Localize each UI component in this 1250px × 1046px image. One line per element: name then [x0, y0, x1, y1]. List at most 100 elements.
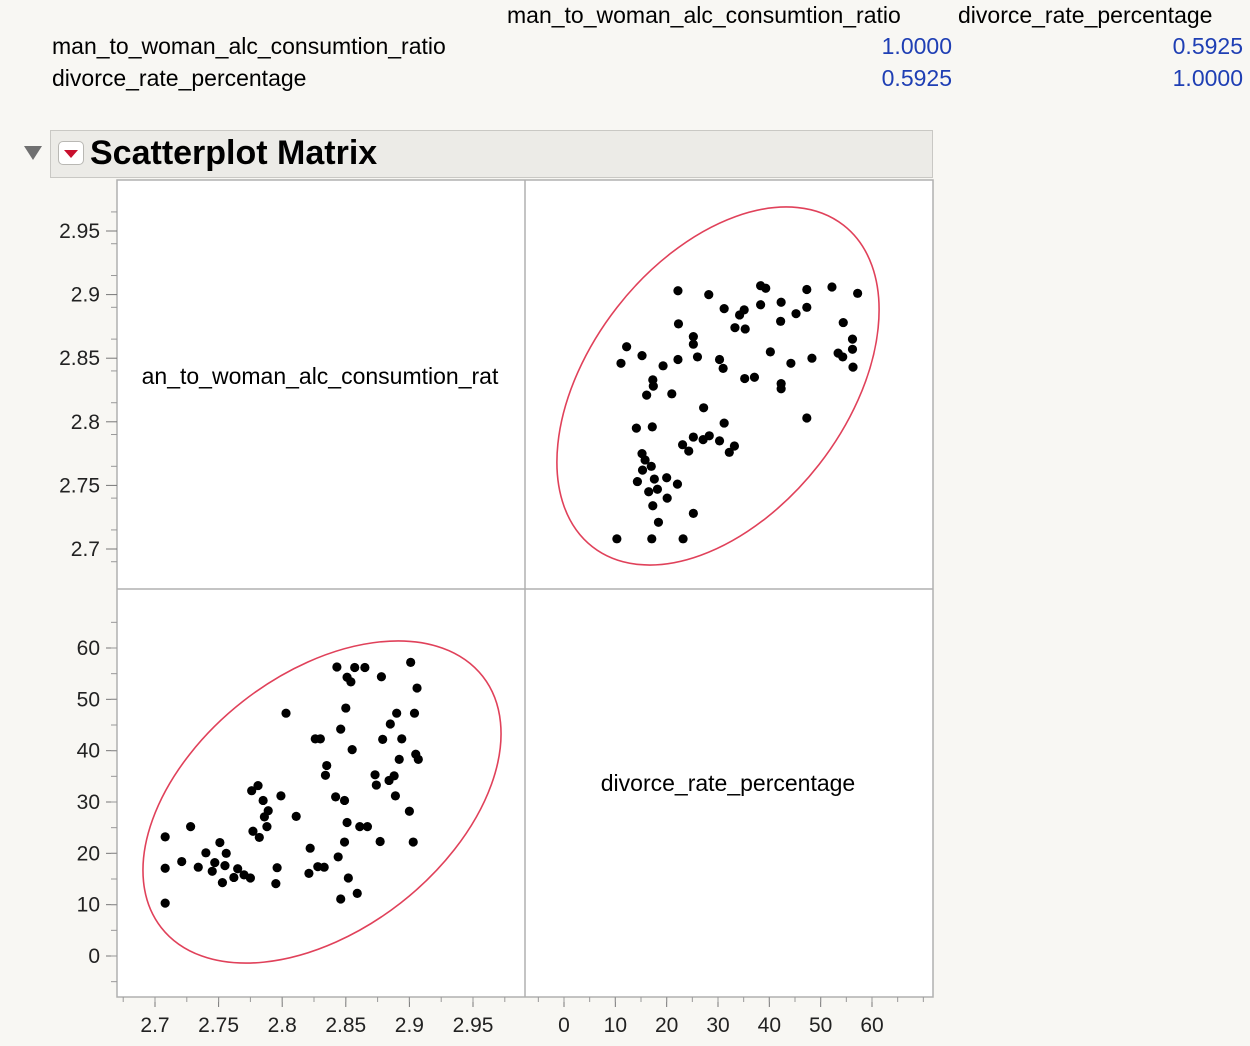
scatter-point-ratio-vs-divorce	[215, 837, 225, 848]
scatter-point-ratio-vs-divorce	[370, 770, 380, 780]
diagonal-labels: an_to_woman_alc_consumtion_rat divorce_r…	[142, 363, 856, 796]
scatter-point-divorce-vs-ratio	[848, 362, 858, 372]
scatter-point-divorce-vs-ratio	[653, 517, 664, 527]
scatter-point-ratio-vs-divorce	[160, 832, 170, 842]
scatter-point-ratio-vs-divorce	[355, 822, 365, 832]
scatter-point-ratio-vs-divorce	[253, 780, 263, 791]
x-tick-label-divorce: 30	[706, 1014, 729, 1037]
scatter-point-divorce-vs-ratio	[776, 297, 786, 307]
red-triangle-menu-button[interactable]	[58, 141, 84, 165]
scatter-point-ratio-vs-divorce	[229, 872, 239, 883]
scatter-point-ratio-vs-divorce	[342, 817, 352, 828]
y-tick-label-ratio: 2.7	[71, 538, 100, 561]
y-tick-label-divorce: 50	[77, 688, 100, 711]
scatter-point-ratio-vs-divorce	[392, 708, 402, 718]
diagonal-label-divorce: divorce_rate_percentage	[601, 770, 855, 796]
scatter-point-ratio-vs-divorce	[210, 857, 220, 868]
scatter-point-divorce-vs-ratio	[647, 534, 657, 544]
scatter-point-ratio-vs-divorce	[276, 791, 286, 801]
scatter-point-divorce-vs-ratio	[791, 309, 801, 319]
scatter-point-divorce-vs-ratio	[765, 347, 775, 357]
scatter-point-ratio-vs-divorce	[248, 826, 258, 836]
scatter-point-divorce-vs-ratio	[688, 432, 698, 442]
scatter-point-ratio-vs-divorce	[378, 734, 388, 744]
corr-col-header-1: man_to_woman_alc_consumtion_ratio	[507, 2, 901, 28]
scatter-point-ratio-vs-divorce	[322, 760, 332, 771]
scatter-point-ratio-vs-divorce	[304, 868, 314, 878]
scatter-point-ratio-vs-divorce	[375, 836, 385, 847]
scatter-point-ratio-vs-divorce	[262, 822, 272, 832]
scatter-point-divorce-vs-ratio	[719, 418, 729, 428]
scatter-point-ratio-vs-divorce	[362, 822, 373, 832]
scatter-point-ratio-vs-divorce	[160, 863, 170, 873]
scatter-point-divorce-vs-ratio	[756, 281, 766, 291]
scatter-point-divorce-vs-ratio	[631, 423, 641, 433]
correlation-table: man_to_woman_alc_consumtion_ratio divorc…	[0, 0, 1250, 100]
x-tick-label-divorce: 40	[758, 1014, 781, 1037]
scatter-point-ratio-vs-divorce	[371, 780, 381, 790]
disclosure-triangle-icon[interactable]	[24, 146, 42, 160]
scatter-point-ratio-vs-divorce	[352, 888, 362, 898]
scatter-point-divorce-vs-ratio	[853, 288, 863, 298]
scatter-point-divorce-vs-ratio	[678, 534, 688, 544]
x-tick-label-ratio: 2.8	[268, 1014, 297, 1037]
scatter-point-ratio-vs-divorce	[319, 862, 329, 872]
scatter-point-divorce-vs-ratio	[662, 493, 672, 503]
scatter-point-divorce-vs-ratio	[662, 473, 672, 483]
scatter-point-ratio-vs-divorce	[272, 863, 282, 873]
scatter-point-ratio-vs-divorce	[271, 879, 281, 889]
corr-row-label-1: man_to_woman_alc_consumtion_ratio	[52, 33, 446, 59]
scatter-point-ratio-vs-divorce	[177, 856, 187, 867]
x-tick-label-divorce: 50	[809, 1014, 832, 1037]
scatter-point-divorce-vs-ratio	[688, 339, 698, 349]
scatter-point-divorce-vs-ratio	[646, 461, 656, 471]
scatter-point-ratio-vs-divorce	[394, 754, 404, 764]
scatter-point-divorce-vs-ratio	[673, 354, 683, 365]
scatter-point-ratio-vs-divorce	[160, 898, 170, 908]
scatter-point-divorce-vs-ratio	[632, 476, 643, 487]
scatter-point-ratio-vs-divorce	[247, 786, 257, 796]
x-tick-label-divorce: 10	[604, 1014, 627, 1037]
scatter-point-ratio-vs-divorce	[245, 873, 255, 883]
scatter-point-divorce-vs-ratio	[776, 316, 786, 326]
scatter-point-ratio-vs-divorce	[217, 877, 228, 888]
scatter-point-ratio-vs-divorce	[360, 662, 370, 673]
scatter-point-ratio-vs-divorce	[320, 770, 331, 780]
scatter-point-divorce-vs-ratio	[807, 353, 817, 363]
x-tick-label-divorce: 0	[558, 1014, 570, 1037]
scatter-point-divorce-vs-ratio	[704, 290, 714, 300]
scatter-point-ratio-vs-divorce	[186, 822, 196, 832]
scatter-point-ratio-vs-divorce	[390, 791, 401, 801]
y-tick-label-ratio: 2.8	[71, 411, 100, 434]
scatter-point-divorce-vs-ratio	[730, 323, 740, 333]
scatter-point-divorce-vs-ratio	[718, 363, 728, 373]
scatter-point-divorce-vs-ratio	[688, 331, 698, 342]
scatter-point-divorce-vs-ratio	[833, 348, 843, 358]
scatter-point-divorce-vs-ratio	[724, 447, 734, 457]
scatter-point-divorce-vs-ratio	[673, 319, 684, 329]
scatter-point-divorce-vs-ratio	[838, 317, 848, 328]
scatter-point-ratio-vs-divorce	[220, 861, 230, 871]
scatter-point-ratio-vs-divorce	[193, 862, 203, 872]
scatter-point-ratio-vs-divorce	[281, 708, 291, 718]
scatter-point-divorce-vs-ratio	[739, 305, 749, 315]
scatter-point-ratio-vs-divorce	[341, 703, 351, 713]
scatter-point-ratio-vs-divorce	[404, 806, 414, 816]
scatter-point-divorce-vs-ratio	[847, 344, 858, 354]
scatter-point-divorce-vs-ratio	[847, 334, 858, 344]
scatter-point-ratio-vs-divorce	[412, 683, 422, 693]
scatter-point-divorce-vs-ratio	[699, 403, 709, 413]
corr-cell-1-1: 1.0000	[881, 33, 952, 59]
scatter-point-divorce-vs-ratio	[616, 358, 626, 368]
scatter-point-ratio-vs-divorce	[413, 754, 423, 764]
scatter-point-ratio-vs-divorce	[385, 719, 395, 729]
scatter-point-ratio-vs-divorce	[339, 837, 350, 847]
diagonal-label-ratio: an_to_woman_alc_consumtion_rat	[142, 363, 499, 389]
y-tick-label-divorce: 20	[77, 842, 100, 865]
corr-col-header-2: divorce_rate_percentage	[958, 2, 1213, 28]
scatter-point-divorce-vs-ratio	[714, 354, 725, 365]
scatter-point-divorce-vs-ratio	[684, 446, 694, 456]
scatter-point-ratio-vs-divorce	[233, 864, 243, 874]
scatter-point-ratio-vs-divorce	[333, 852, 343, 862]
